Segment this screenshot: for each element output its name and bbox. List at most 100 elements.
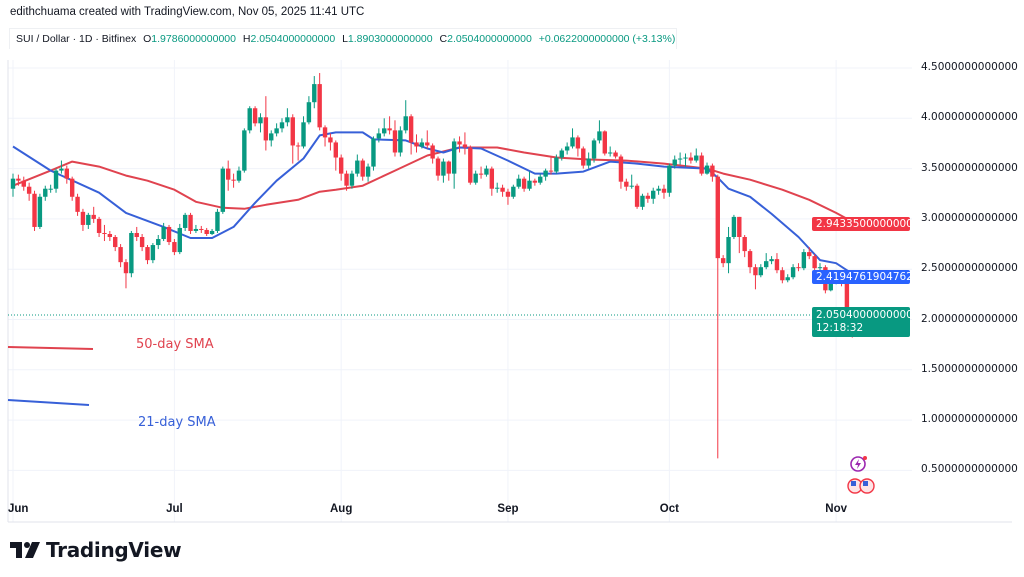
candle-body — [435, 158, 441, 176]
candle — [651, 187, 656, 204]
candle — [570, 128, 575, 149]
price-tick-label: 2.0000000000000 — [921, 312, 1018, 325]
candle-body — [667, 165, 672, 193]
candle — [704, 162, 710, 175]
candle — [613, 150, 618, 159]
candle-body — [32, 193, 37, 227]
candle — [96, 216, 102, 238]
candle — [451, 138, 457, 189]
candle-body — [505, 191, 511, 197]
time-tick-label: Jul — [166, 503, 183, 515]
candle — [360, 158, 365, 181]
candle — [91, 206, 96, 223]
last-price-value: 2.0504000000000 — [816, 309, 913, 321]
candle-body — [258, 117, 263, 124]
tradingview-logo[interactable]: TradingView — [10, 538, 182, 562]
candle-body — [285, 117, 290, 123]
candle — [258, 113, 263, 133]
candle — [441, 158, 446, 183]
candle — [32, 190, 37, 231]
open-value: 1.9786000000000 — [151, 33, 236, 45]
candle — [742, 234, 747, 258]
candle-body — [441, 161, 446, 176]
candle — [355, 154, 360, 177]
candle — [279, 118, 285, 133]
sma21-line — [12, 131, 859, 279]
candle-body — [360, 160, 365, 177]
candle-body — [661, 188, 667, 193]
tradingview-logo-text: TradingView — [46, 538, 182, 562]
candle-body — [263, 117, 269, 141]
candle — [602, 130, 607, 156]
candle — [656, 185, 661, 195]
candle — [500, 184, 505, 197]
candle — [527, 171, 532, 191]
candle-body — [511, 186, 516, 197]
candle — [543, 168, 548, 181]
candle-body — [645, 195, 651, 199]
candle-body — [129, 232, 134, 274]
candle — [785, 274, 790, 283]
candle-body — [301, 122, 306, 147]
candle-body — [37, 196, 43, 227]
candle — [468, 145, 473, 185]
candle — [737, 216, 742, 254]
candle-body — [489, 168, 495, 189]
candle — [403, 100, 408, 134]
candle-body — [118, 247, 123, 263]
candle — [677, 152, 683, 165]
candle — [672, 155, 677, 169]
candle — [247, 106, 252, 134]
candle — [48, 184, 53, 193]
candle — [349, 170, 355, 189]
symbol-name[interactable]: SUI / Dollar · 1D · Bitfinex — [16, 33, 137, 45]
candle-body — [376, 133, 382, 139]
candle — [150, 243, 156, 264]
candle — [758, 264, 764, 278]
candle-body — [242, 130, 247, 171]
candle-body — [349, 173, 355, 186]
us-flag-economic-events-icon[interactable] — [847, 478, 875, 494]
candle — [134, 226, 139, 242]
candle-body — [161, 226, 166, 240]
candle-body — [328, 137, 333, 143]
candle-body — [742, 237, 747, 252]
candle — [242, 128, 247, 173]
price-chart[interactable] — [0, 0, 1024, 530]
close-key: C — [439, 33, 448, 45]
candle — [209, 228, 215, 235]
candle-body — [48, 188, 53, 190]
candle — [220, 166, 226, 214]
candle-body — [113, 237, 118, 248]
candle-body — [640, 195, 645, 207]
candle — [43, 185, 48, 201]
candle-body — [252, 108, 258, 124]
candle-body — [16, 178, 21, 181]
candle-body — [780, 270, 785, 281]
candle-body — [408, 116, 414, 143]
candle-body — [26, 186, 32, 194]
candle — [607, 146, 613, 157]
candle — [731, 214, 737, 240]
candle-body — [86, 214, 91, 225]
candle-body — [634, 185, 640, 207]
candle-body — [123, 262, 129, 274]
candle-body — [462, 144, 468, 148]
candle-body — [817, 267, 823, 269]
lightning-event-icon[interactable] — [850, 456, 867, 472]
candle-body — [758, 267, 764, 276]
candle-body — [425, 142, 430, 146]
candle-body — [166, 226, 172, 243]
candle — [629, 174, 634, 189]
candle — [139, 233, 145, 252]
candle-body — [182, 214, 188, 228]
candle — [301, 116, 306, 149]
candle — [812, 254, 817, 273]
candle — [182, 212, 188, 231]
candle — [59, 160, 64, 174]
candle-body — [478, 173, 484, 175]
candle — [215, 208, 220, 233]
candle — [252, 106, 258, 127]
candle-body — [844, 283, 850, 313]
candle — [489, 166, 495, 196]
